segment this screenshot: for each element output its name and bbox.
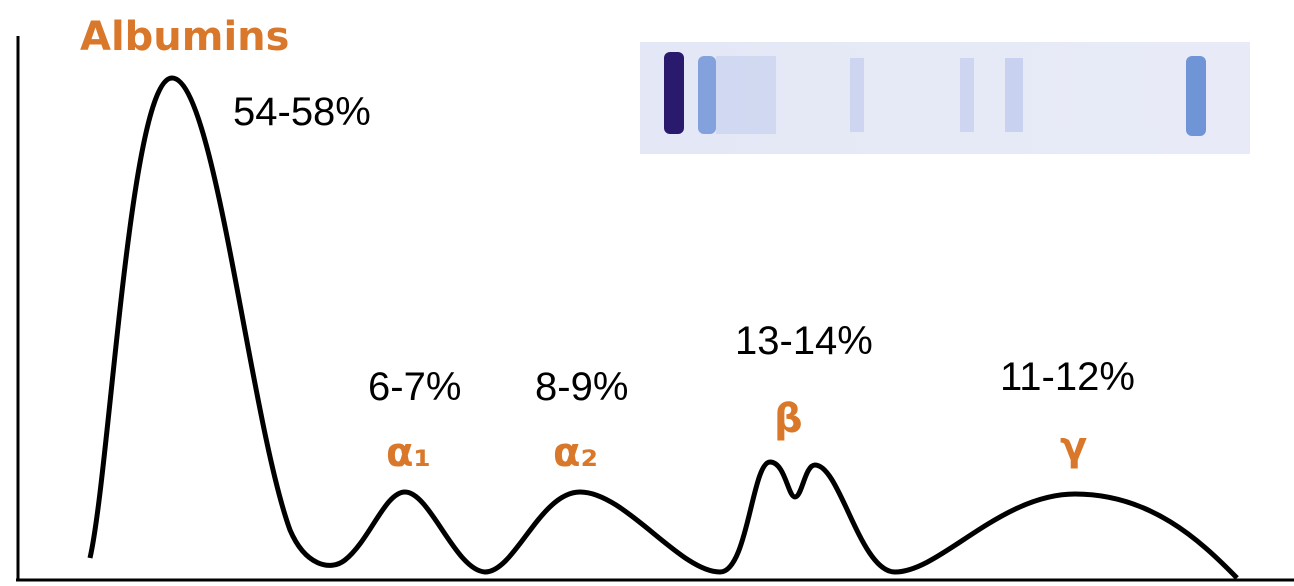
fraction-percent: 13-14%: [735, 319, 873, 363]
electrophoresis-diagram: Albumins 54-58% 6-7% α₁ 8-9% α₂ 13-14% β…: [0, 0, 1294, 586]
gel-band: [1186, 56, 1206, 136]
gel-band: [716, 56, 776, 134]
fraction-label: Albumins: [80, 14, 289, 60]
fraction-percent: 11-12%: [1000, 355, 1135, 399]
fraction-label: α₂: [553, 430, 598, 476]
fraction-percent: 8-9%: [535, 365, 628, 409]
gel-band: [1005, 58, 1023, 132]
gel-band: [960, 58, 974, 132]
fraction-percent: 6-7%: [368, 365, 461, 409]
gel-band: [664, 52, 684, 134]
gel-strip: [640, 42, 1250, 154]
gel-band: [698, 56, 716, 134]
fraction-percent: 54-58%: [233, 90, 371, 134]
gel-band: [850, 58, 864, 132]
fraction-label: α₁: [386, 430, 431, 476]
fraction-label: γ: [1060, 424, 1087, 470]
fraction-label: β: [774, 396, 803, 442]
